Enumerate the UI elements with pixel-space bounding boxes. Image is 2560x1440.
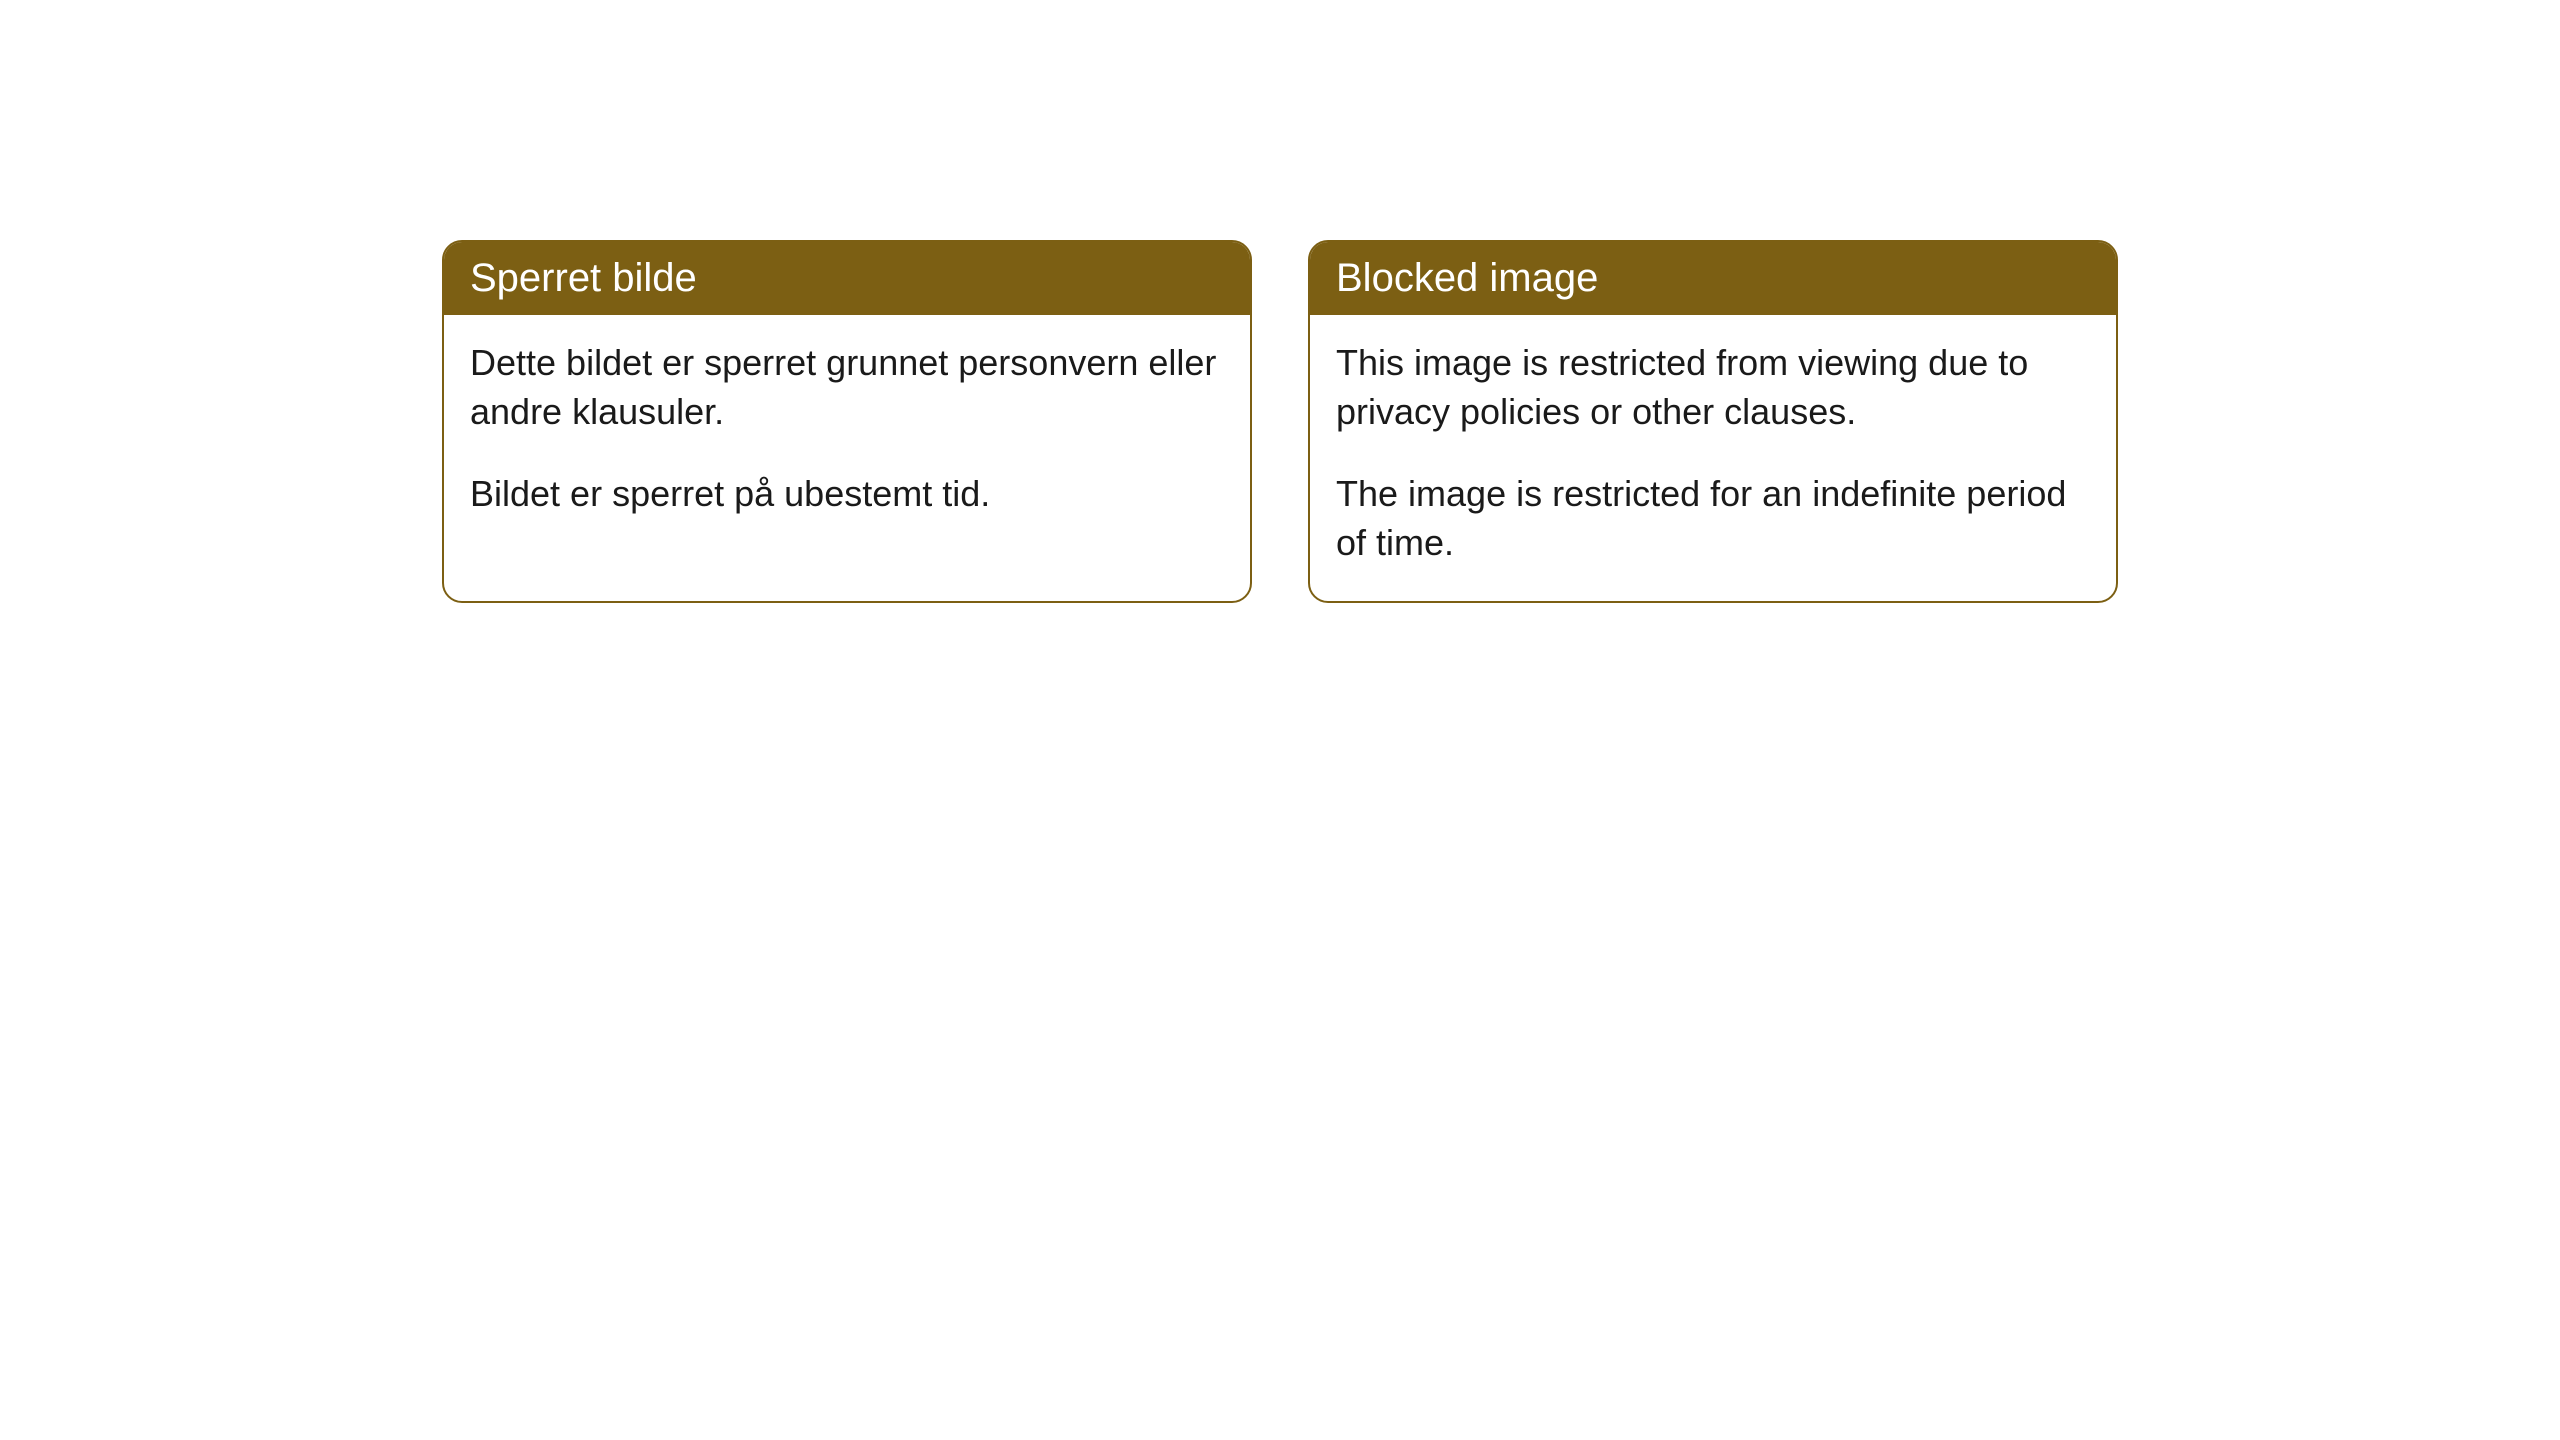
notice-card-norwegian: Sperret bilde Dette bildet er sperret gr… [442,240,1252,603]
notice-container: Sperret bilde Dette bildet er sperret gr… [442,240,2118,603]
card-paragraph: The image is restricted for an indefinit… [1336,470,2090,567]
notice-card-english: Blocked image This image is restricted f… [1308,240,2118,603]
card-body: This image is restricted from viewing du… [1310,315,2116,601]
card-paragraph: Bildet er sperret på ubestemt tid. [470,470,1224,519]
card-paragraph: Dette bildet er sperret grunnet personve… [470,339,1224,436]
card-title: Blocked image [1336,256,1598,300]
card-body: Dette bildet er sperret grunnet personve… [444,315,1250,553]
card-paragraph: This image is restricted from viewing du… [1336,339,2090,436]
card-title: Sperret bilde [470,256,697,300]
card-header: Blocked image [1310,242,2116,315]
card-header: Sperret bilde [444,242,1250,315]
